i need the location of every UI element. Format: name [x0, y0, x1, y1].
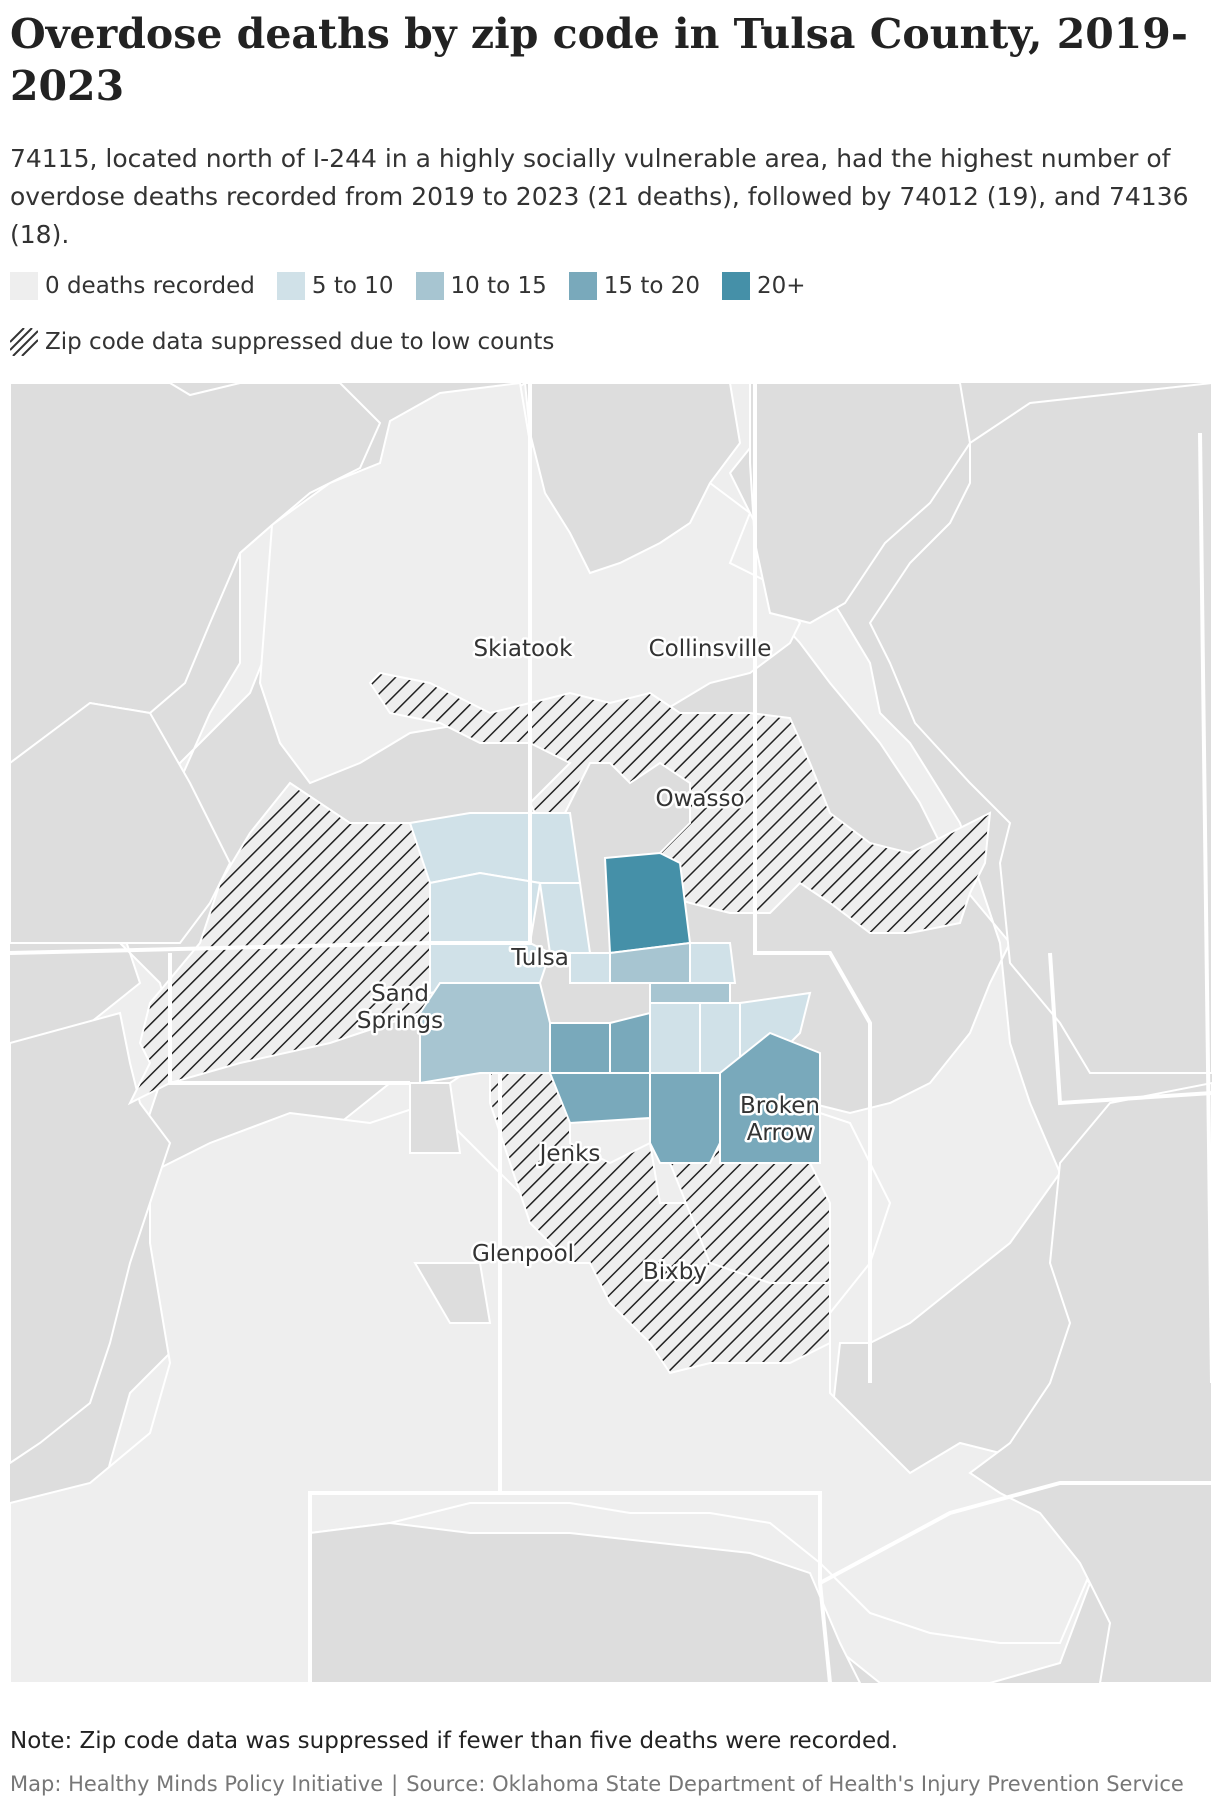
zip-5-10-northwest	[408, 812, 582, 885]
outside-area-south	[309, 1521, 862, 1683]
city-label-broken-arrow: Broken Arrow	[740, 1093, 820, 1146]
legend-label-zero: 0 deaths recorded	[45, 273, 255, 299]
zip-5-10-east	[689, 942, 737, 984]
suppressed-zone-south	[489, 1011, 831, 1375]
city-label-collinsville: Collinsville	[649, 636, 772, 662]
zip-15-20-74012	[719, 1031, 821, 1164]
city-label-tulsa: Tulsa	[510, 945, 569, 971]
zip-5-10-southeast-1	[649, 1002, 701, 1074]
outside-area-north-center	[523, 383, 742, 575]
legend-swatch-15-20	[568, 272, 597, 300]
legend-item-5-10: 5 to 10	[276, 272, 394, 300]
outside-pocket-1	[409, 1082, 462, 1154]
city-label-sand-springs: Sand Springs	[357, 981, 443, 1034]
map-credit: Map: Healthy Minds Policy Initiative	[10, 1772, 384, 1796]
source-separator: |	[391, 1772, 399, 1796]
legend-swatch-10-15	[415, 272, 444, 300]
outside-area-southwest	[10, 1011, 172, 1465]
source-line: Map: Healthy Minds Policy Initiative | Sou…	[10, 1772, 1184, 1796]
suppressed-label: Zip code data suppressed due to low coun…	[45, 329, 555, 355]
legend-item-15-20: 15 to 20	[568, 272, 701, 300]
outside-pocket-2	[413, 1262, 492, 1324]
legend-label-15-20: 15 to 20	[603, 273, 701, 299]
legend-swatch-5-10	[276, 272, 305, 300]
city-label-skiatook: Skiatook	[474, 636, 574, 662]
color-legend: 0 deaths recorded 5 to 10 10 to 15 15 to…	[10, 272, 828, 300]
hatch-swatch-icon	[10, 328, 38, 356]
county-lines	[10, 383, 1212, 1683]
suppressed-legend: Zip code data suppressed due to low coun…	[10, 328, 554, 356]
city-label-jenks: Jenks	[538, 1141, 601, 1167]
outside-area-southeast	[968, 1081, 1212, 1683]
legend-swatch-zero	[10, 272, 38, 300]
legend-item-20-plus: 20+	[722, 272, 806, 300]
legend-label-20-plus: 20+	[757, 273, 806, 299]
zip-5-10-tulsa-north	[538, 882, 592, 954]
legend-label-5-10: 5 to 10	[311, 273, 394, 299]
chart-title: Overdose deaths by zip code in Tulsa Cou…	[10, 10, 1188, 110]
city-label-bixby: Bixby	[643, 1259, 707, 1285]
legend-label-10-15: 10 to 15	[450, 273, 547, 299]
data-source: Source: Oklahoma State Department of Hea…	[406, 1772, 1184, 1796]
zip-5-10-west	[429, 871, 542, 944]
city-label-owasso: Owasso	[655, 786, 744, 812]
chart-subtitle: 74115, located north of I-244 in a highl…	[10, 144, 1189, 249]
zip-15-20-south-tulsa-1	[549, 1022, 611, 1074]
legend-swatch-20-plus	[722, 272, 751, 300]
zip-10-15-midtown	[649, 982, 731, 1004]
zip-15-20-south-tulsa-2	[609, 1011, 651, 1074]
footnote: Note: Zip code data was suppressed if fe…	[10, 1728, 899, 1754]
zip-20-plus-74115	[603, 851, 692, 955]
outside-area-east	[868, 383, 1212, 1074]
zip-5-10-central	[569, 952, 611, 984]
legend-item-10-15: 10 to 15	[415, 272, 547, 300]
city-label-glenpool: Glenpool	[472, 1241, 574, 1267]
outside-area-west	[10, 701, 232, 944]
choropleth-map: Skiatook Collinsville Owasso Tulsa Sand S…	[10, 383, 1212, 1683]
zip-15-20-bixby-north	[649, 1072, 721, 1164]
legend-item-zero: 0 deaths recorded	[10, 272, 255, 300]
